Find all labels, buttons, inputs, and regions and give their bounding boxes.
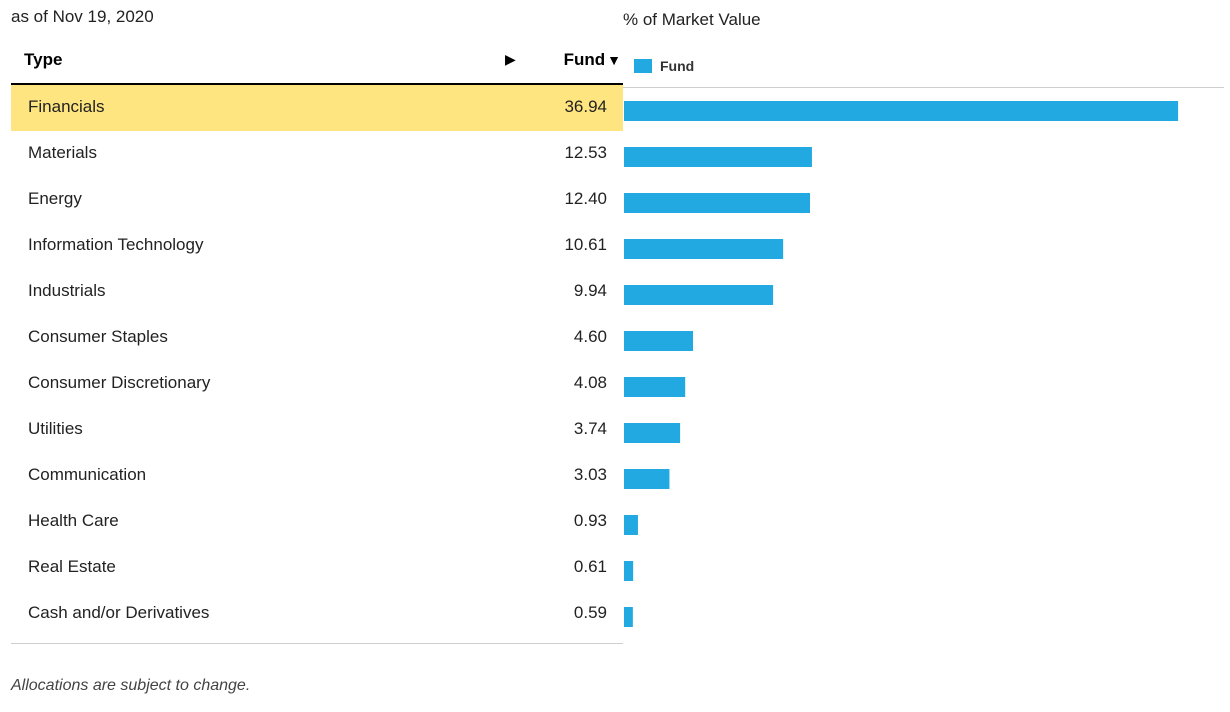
row-value: 36.94 xyxy=(564,97,607,116)
table-bottom-rule xyxy=(11,643,623,644)
table-row[interactable]: Industrials 9.94 xyxy=(11,269,623,315)
row-type: Communication xyxy=(28,465,147,484)
row-type: Utilities xyxy=(28,419,83,438)
row-type: Cash and/or Derivatives xyxy=(28,603,210,622)
column-header-fund[interactable]: Fund ▼ xyxy=(564,50,621,70)
row-type: Consumer Staples xyxy=(28,327,168,346)
bar-health-care[interactable] xyxy=(624,515,638,535)
row-type: Materials xyxy=(28,143,97,162)
table-row[interactable]: Financials 36.94 xyxy=(11,85,623,131)
row-value: 12.53 xyxy=(564,143,607,162)
row-value: 0.59 xyxy=(573,603,607,622)
chart-legend: Fund xyxy=(634,58,694,74)
row-value: 4.08 xyxy=(573,373,607,392)
table-row[interactable]: Real Estate 0.61 xyxy=(11,545,623,591)
bar-energy[interactable] xyxy=(624,193,810,213)
bar-chart: % of Market Value Fund xyxy=(623,0,1230,640)
as-of-date: as of Nov 19, 2020 xyxy=(11,7,154,26)
table-row[interactable]: Health Care 0.93 xyxy=(11,499,623,545)
row-type: Industrials xyxy=(28,281,106,300)
bar-utilities[interactable] xyxy=(624,423,681,443)
bar-real-estate[interactable] xyxy=(624,561,634,581)
row-type: Financials xyxy=(28,97,105,116)
table-row[interactable]: Information Technology 10.61 xyxy=(11,223,623,269)
bar-cash-and-or-derivatives[interactable] xyxy=(624,607,633,627)
row-type: Real Estate xyxy=(28,557,116,576)
table-row[interactable]: Materials 12.53 xyxy=(11,131,623,177)
table-header: Type ▶ Fund ▼ xyxy=(11,38,623,85)
table-row[interactable]: Consumer Staples 4.60 xyxy=(11,315,623,361)
chart-top-rule xyxy=(623,87,1224,88)
bar-financials[interactable] xyxy=(624,101,1179,121)
caret-down-icon: ▼ xyxy=(607,52,621,68)
table-row[interactable]: Cash and/or Derivatives 0.59 xyxy=(11,591,623,637)
bar-consumer-discretionary[interactable] xyxy=(624,377,686,397)
column-header-fund-label: Fund xyxy=(563,50,606,69)
bar-communication[interactable] xyxy=(624,469,670,489)
table-body: Financials 36.94 Materials 12.53 Energy 12.40… xyxy=(11,85,623,637)
row-value: 9.94 xyxy=(573,281,607,300)
bar-information-technology[interactable] xyxy=(624,239,784,259)
row-value: 0.61 xyxy=(573,557,607,576)
legend-label: Fund xyxy=(660,58,695,74)
row-type: Energy xyxy=(28,189,82,208)
table-row[interactable]: Utilities 3.74 xyxy=(11,407,623,453)
chart-title: % of Market Value xyxy=(623,10,761,29)
row-value: 10.61 xyxy=(564,235,607,254)
row-value: 3.74 xyxy=(573,419,607,438)
play-arrow-icon[interactable]: ▶ xyxy=(505,51,516,67)
row-value: 4.60 xyxy=(573,327,607,346)
row-type: Information Technology xyxy=(28,235,204,254)
footnote: Allocations are subject to change. xyxy=(11,677,251,694)
legend-swatch xyxy=(634,59,652,73)
row-value: 3.03 xyxy=(573,465,607,484)
table-row[interactable]: Communication 3.03 xyxy=(11,453,623,499)
bar-materials[interactable] xyxy=(624,147,812,167)
allocation-table: Type ▶ Fund ▼ Financials 36.94 Materials 12.… xyxy=(11,38,623,644)
row-value: 0.93 xyxy=(573,511,607,530)
table-row[interactable]: Energy 12.40 xyxy=(11,177,623,223)
bar-industrials[interactable] xyxy=(624,285,774,305)
column-header-type[interactable]: Type xyxy=(24,50,63,69)
bars-svg xyxy=(624,101,1179,627)
row-type: Health Care xyxy=(28,511,119,530)
row-value: 12.40 xyxy=(564,189,607,208)
row-type: Consumer Discretionary xyxy=(28,373,211,392)
table-row[interactable]: Consumer Discretionary 4.08 xyxy=(11,361,623,407)
bar-consumer-staples[interactable] xyxy=(624,331,693,351)
